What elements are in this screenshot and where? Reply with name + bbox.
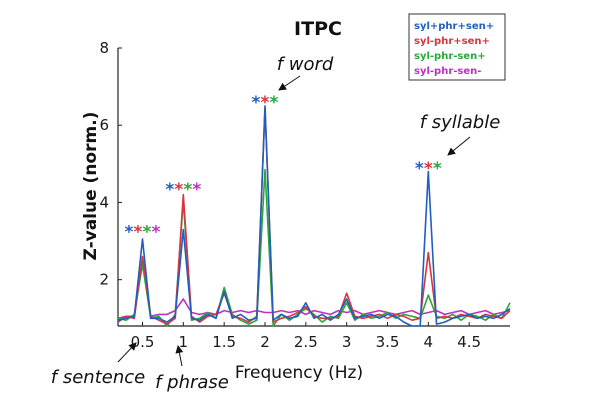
- y-tick-label: 2: [99, 271, 109, 289]
- significance-star: *: [415, 159, 424, 179]
- y-tick-label: 4: [99, 193, 109, 211]
- series-lines: [117, 105, 511, 327]
- x-tick-label: 4.5: [457, 333, 481, 351]
- significance-star: *: [183, 180, 192, 200]
- x-tick-label: 1.5: [212, 333, 236, 351]
- significance-star: *: [152, 223, 161, 243]
- annotation-text: f syllable: [420, 112, 501, 133]
- annotation-text: f word: [277, 54, 334, 75]
- significance-star: *: [270, 93, 279, 113]
- significance-star: *: [424, 159, 433, 179]
- significance-star: *: [134, 223, 143, 243]
- y-tick-label: 8: [99, 39, 109, 57]
- annotation-arrow: [175, 345, 184, 367]
- x-tick-label: 4: [424, 333, 434, 351]
- y-axis-label: Z-value (norm.): [81, 112, 101, 261]
- annotations: f word f syllable f sentence f phrase: [51, 54, 501, 393]
- tick-marks: 0.5 1 1.5 2 2.5 3 3.5 4 4.5 2 4 6 8: [99, 39, 481, 351]
- significance-star: *: [252, 93, 261, 113]
- annotation-arrow: [447, 136, 471, 156]
- significance-star: *: [192, 180, 201, 200]
- x-tick-label: 2.5: [294, 333, 318, 351]
- y-tick-label: 6: [99, 116, 109, 134]
- legend-entry: syl-phr-sen-: [414, 66, 481, 77]
- significance-star: *: [433, 159, 442, 179]
- series-line-syl+phr+sen+: [117, 105, 511, 327]
- x-tick-label: 0.5: [131, 333, 155, 351]
- series-line-syl-phr-sen-: [117, 257, 511, 320]
- x-tick-label: 3: [342, 333, 352, 351]
- x-tick-label: 2: [260, 333, 270, 351]
- significance-star: *: [174, 180, 183, 200]
- x-tick-label: 3.5: [376, 333, 400, 351]
- legend-entry: syl+phr+sen+: [414, 21, 494, 32]
- significance-star: *: [165, 180, 174, 200]
- legend: syl+phr+sen+ syl-phr+sen+ syl-phr-sen+ syl-…: [408, 13, 506, 81]
- annotation-arrow: [278, 75, 301, 91]
- significance-star: *: [125, 223, 134, 243]
- legend-entry: syl-phr-sen+: [414, 51, 486, 62]
- annotation-text: f sentence: [51, 367, 145, 388]
- significance-star: *: [261, 93, 270, 113]
- legend-entry: syl-phr+sen+: [414, 36, 490, 47]
- series-line-syl-phr+sen+: [117, 107, 511, 325]
- x-tick-label: 1: [179, 333, 189, 351]
- chart-title: ITPC: [294, 18, 342, 40]
- annotation-arrow: [117, 342, 137, 363]
- significance-star: *: [143, 223, 152, 243]
- legend-box: [408, 13, 506, 81]
- x-axis-label: Frequency (Hz): [235, 363, 363, 383]
- annotation-text: f phrase: [155, 372, 229, 393]
- significance-stars: * * * ** * * ** * ** * *: [125, 93, 442, 242]
